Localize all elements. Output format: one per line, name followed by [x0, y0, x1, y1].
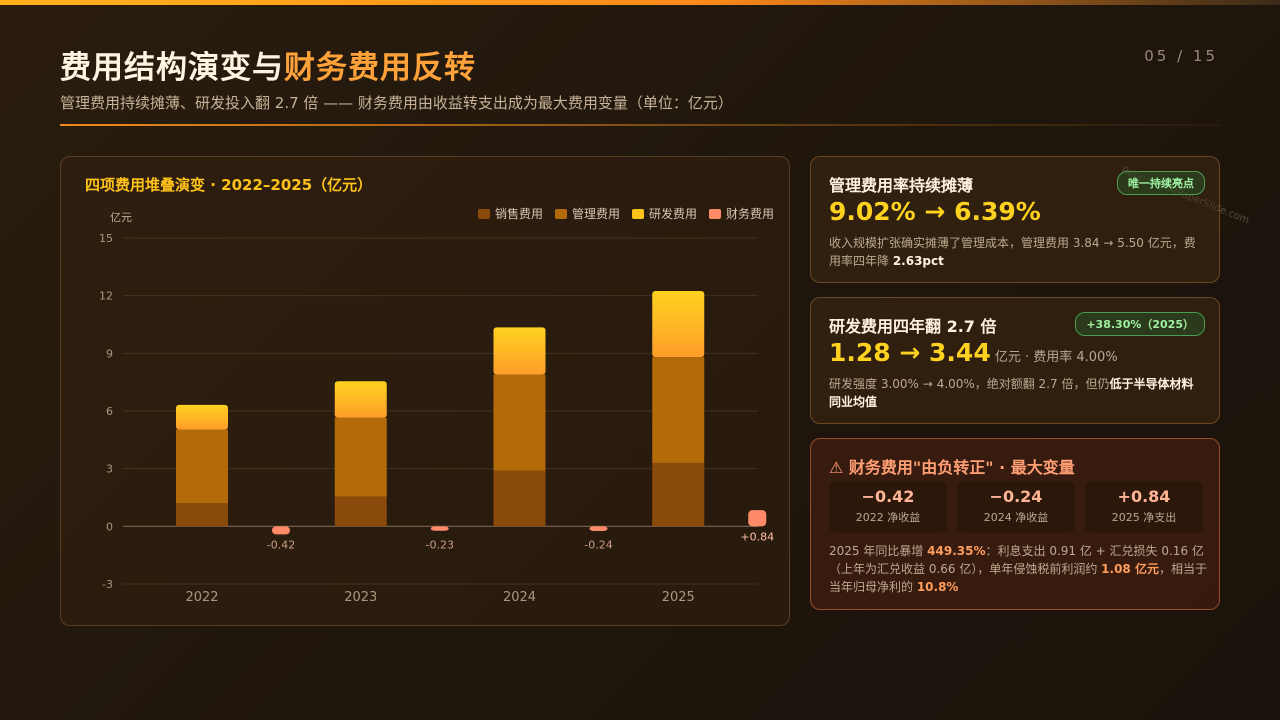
stat-label: 2025 净支出 — [1111, 511, 1177, 524]
bar-segment-admin — [334, 417, 387, 497]
finance-expense-card: ⚠ 财务费用"由负转正" · 最大变量 −0.42 2022 净收益 −0.24 2… — [810, 438, 1220, 610]
card-description: 研发强度 3.00% → 4.00%，绝对额翻 2.7 倍，但仍低于半导体材料同… — [829, 375, 1204, 411]
bar-finance — [430, 526, 449, 531]
growth-badge: +38.30%（2025） — [1075, 312, 1205, 336]
desc-text: ：利息支出 0.91 亿 + 汇兑损失 0.16 亿（上年为汇兑收益 0.66 … — [829, 544, 1204, 576]
chart-legend: 销售费用 管理费用 研发费用 财务费用 — [477, 205, 774, 222]
admin-rate-value: 9.02% → 6.39% — [829, 197, 1041, 226]
stat-value: +0.84 — [1117, 487, 1171, 506]
desc-emphasis: 449.35% — [927, 544, 986, 558]
bar-segment-admin — [652, 357, 705, 463]
legend-item-finance: 财务费用 — [708, 205, 774, 222]
x-tick-label: 2025 — [662, 590, 695, 605]
stat-box: −0.42 2022 净收益 — [829, 481, 947, 533]
x-tick-label: 2022 — [185, 590, 218, 605]
page-title: 费用结构演变与财务费用反转 — [60, 42, 476, 87]
desc-text: 收入规模扩张确实摊薄了管理成本，管理费用 3.84 → 5.50 亿元，费用率四… — [829, 236, 1196, 268]
bar-segment-sales — [334, 496, 387, 527]
top-accent-bar — [0, 0, 1280, 5]
card-title: ⚠ 财务费用"由负转正" · 最大变量 — [829, 458, 1075, 477]
data-label: +0.84 — [740, 530, 774, 543]
page-subtitle: 管理费用持续摊薄、研发投入翻 2.7 倍 —— 财务费用由收益转支出成为最大费用… — [60, 94, 733, 112]
data-label: -0.23 — [426, 538, 454, 551]
legend-item-rd: 研发费用 — [631, 205, 697, 222]
data-label: -0.42 — [267, 538, 295, 551]
legend-swatch — [631, 208, 644, 219]
legend-label: 研发费用 — [648, 207, 697, 221]
legend-swatch — [708, 208, 721, 219]
legend-swatch — [477, 208, 490, 219]
stat-box: +0.84 2025 净支出 — [1085, 481, 1203, 533]
desc-text: 2025 年同比暴增 — [829, 544, 928, 558]
finance-stat-row: −0.42 2022 净收益 −0.24 2024 净收益 +0.84 2025 净支… — [829, 481, 1203, 533]
y-tick-label: 9 — [106, 347, 113, 360]
rd-value-suffix: 亿元 · 费用率 4.00% — [990, 350, 1118, 365]
legend-label: 财务费用 — [725, 207, 774, 221]
bar-segment-sales — [652, 462, 705, 527]
legend-item-sales: 销售费用 — [477, 205, 543, 222]
desc-text: ，相当于当年归母净利的 — [829, 562, 1207, 594]
chart-title: 四项费用堆叠演变 · 2022–2025（亿元） — [85, 176, 373, 194]
card-title: 研发费用四年翻 2.7 倍 — [829, 317, 997, 336]
bar-segment-rd — [652, 291, 705, 358]
y-tick-label: 6 — [106, 405, 113, 418]
bar-finance — [748, 510, 767, 527]
card-description: 收入规模扩张确实摊薄了管理成本，管理费用 3.84 → 5.50 亿元，费用率四… — [829, 234, 1204, 270]
x-tick-label: 2024 — [503, 590, 536, 605]
stacked-bar-chart: 15 12 9 6 3 0 -3 -0.42 2022 -0.23 2023 -0.24 2024 +0.… — [99, 232, 774, 605]
page-number: 05 / 15 — [1144, 47, 1218, 65]
desc-text: 研发强度 3.00% → 4.00%，绝对额翻 2.7 倍，但仍 — [829, 377, 1110, 391]
bar-segment-rd — [176, 404, 228, 430]
stat-label: 2022 净收益 — [855, 511, 921, 524]
legend-label: 销售费用 — [494, 207, 543, 221]
chart-panel: 四项费用堆叠演变 · 2022–2025（亿元） 亿元 销售费用 管理费用 研发… — [60, 156, 790, 626]
rd-value: 1.28 → 3.44 亿元 · 费用率 4.00% — [829, 338, 1118, 367]
stat-box: −0.24 2024 净收益 — [957, 481, 1075, 533]
rd-value-main: 1.28 → 3.44 — [829, 338, 991, 367]
stat-label: 2024 净收益 — [983, 511, 1049, 524]
x-tick-label: 2023 — [344, 590, 377, 605]
legend-swatch — [554, 208, 567, 219]
header-divider — [60, 124, 1220, 126]
y-tick-label: 3 — [106, 463, 113, 476]
admin-expense-card: 管理费用率持续摊薄 唯一持续亮点 9.02% → 6.39% 收入规模扩张确实摊… — [810, 156, 1220, 283]
bar-segment-rd — [493, 327, 546, 375]
bar-segment-sales — [176, 503, 228, 527]
stat-value: −0.42 — [861, 487, 915, 506]
data-label: -0.24 — [584, 538, 612, 551]
bar-segment-admin — [176, 429, 228, 504]
title-main: 费用结构演变与 — [60, 50, 284, 86]
y-tick-label: 0 — [106, 520, 113, 533]
legend-item-admin: 管理费用 — [554, 205, 620, 222]
bar-segment-admin — [493, 374, 546, 471]
rd-expense-card: 研发费用四年翻 2.7 倍 +38.30%（2025） 1.28 → 3.44 … — [810, 297, 1220, 424]
desc-emphasis: 低于半导体材料同业均值 — [829, 377, 1194, 409]
card-description: 2025 年同比暴增 449.35%：利息支出 0.91 亿 + 汇兑损失 0.… — [829, 542, 1207, 596]
status-badge: 唯一持续亮点 — [1117, 171, 1205, 195]
bar-segment-sales — [493, 470, 546, 527]
desc-emphasis: 2.63pct — [892, 254, 944, 268]
bar-segment-rd — [334, 381, 387, 418]
desc-emphasis: 10.8% — [916, 580, 959, 594]
bar-finance — [272, 526, 290, 535]
y-axis-unit: 亿元 — [110, 211, 132, 224]
legend-label: 管理费用 — [571, 207, 620, 221]
stat-value: −0.24 — [989, 487, 1043, 506]
y-tick-label: 12 — [99, 290, 113, 303]
title-highlight: 财务费用反转 — [284, 50, 476, 86]
y-tick-label: -3 — [102, 578, 113, 591]
desc-emphasis: 1.08 亿元 — [1101, 562, 1159, 576]
card-title: 管理费用率持续摊薄 — [829, 176, 974, 195]
y-tick-label: 15 — [99, 232, 113, 245]
bar-finance — [589, 526, 608, 531]
